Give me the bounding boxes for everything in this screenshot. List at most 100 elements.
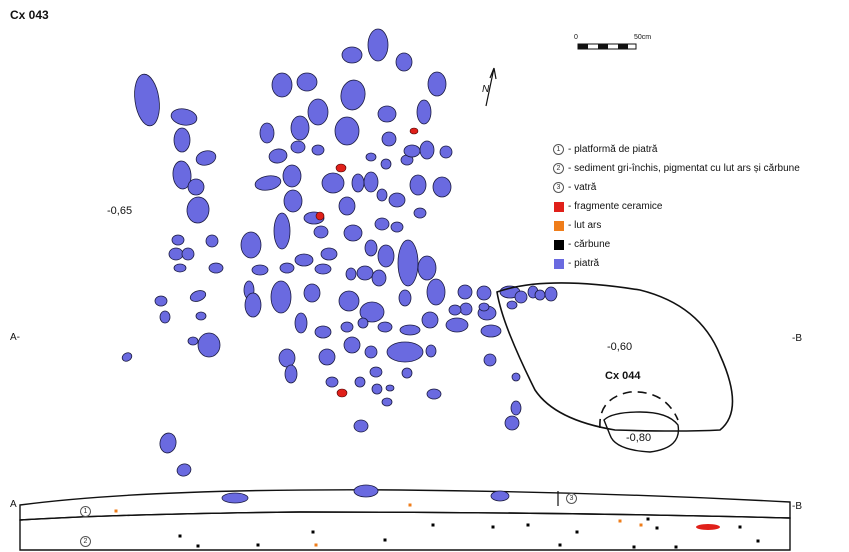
depth-feature: -0,60 (607, 341, 633, 353)
stone (290, 140, 306, 154)
stone (197, 332, 221, 358)
stone (476, 285, 492, 301)
stone (480, 324, 502, 338)
stone (290, 115, 310, 141)
charcoal-find (674, 545, 678, 549)
stone (187, 336, 199, 346)
stone (121, 352, 133, 362)
section-marker-b: -B (792, 333, 802, 344)
stone (351, 173, 365, 193)
section-marker-b2: -B (792, 501, 802, 512)
charcoal-find (178, 534, 182, 538)
stone (134, 73, 160, 127)
stone (273, 212, 291, 250)
stone (173, 263, 187, 273)
stone (340, 79, 366, 111)
stone (314, 263, 332, 275)
charcoal-find (632, 545, 636, 549)
stone (381, 131, 397, 147)
legend-swatch-stone (554, 258, 564, 269)
stone (403, 144, 421, 158)
stone (338, 196, 356, 216)
charcoal-find (311, 530, 315, 534)
north-arrow-icon (485, 67, 497, 107)
stone (478, 302, 490, 312)
legend-swatch-charcoal (554, 239, 564, 250)
stone (251, 264, 269, 276)
stone (311, 144, 325, 156)
stone (173, 127, 191, 153)
depth-pit: -0,80 (626, 432, 652, 444)
stone (377, 105, 397, 123)
stone (343, 336, 361, 354)
stone (270, 280, 292, 314)
stone (278, 348, 296, 368)
legend-item-burnt-clay: - lut ars (553, 216, 800, 235)
stone (359, 301, 385, 323)
stone (417, 255, 437, 281)
stone (367, 28, 389, 62)
stone-layer (121, 28, 558, 477)
stone (399, 324, 421, 336)
legend-swatch-ceramic (554, 201, 564, 212)
burnt-clay-find (639, 523, 643, 527)
charcoal-find (256, 543, 260, 547)
stone (325, 376, 339, 388)
stone (154, 295, 168, 307)
depth-main: -0,65 (107, 205, 133, 217)
stone (321, 172, 345, 194)
section-stone (221, 492, 249, 504)
ceramic-fragment (336, 388, 348, 398)
legend-item-ceramic: - fragmente ceramice (553, 197, 800, 216)
section-finds-layer (114, 484, 760, 549)
stone (395, 52, 413, 72)
stone (506, 300, 518, 310)
stone (419, 140, 435, 160)
stone (457, 284, 473, 300)
stone (390, 221, 404, 233)
legend-item-stone-platform: 1 - platformă de piatră (553, 140, 800, 159)
charcoal-find (738, 525, 742, 529)
stone (195, 311, 207, 321)
burnt-clay-find (314, 543, 318, 547)
stone (294, 253, 314, 267)
stone (353, 419, 369, 433)
section-layer3-marker: 3 (566, 493, 577, 504)
legend-text: - sediment gri-închis, pigmentat cu lut … (568, 163, 800, 174)
legend-text: - fragmente ceramice (568, 201, 663, 212)
stone (421, 311, 439, 329)
stone (208, 262, 224, 274)
stone (364, 345, 378, 359)
stone (397, 239, 419, 287)
stone (320, 247, 338, 261)
legend-item-charcoal: - cărbune (553, 235, 800, 254)
burnt-clay-find (408, 503, 412, 507)
charcoal-find (383, 538, 387, 542)
charcoal-find (646, 517, 650, 521)
stone (168, 247, 184, 261)
stone (314, 325, 332, 339)
stone (254, 175, 282, 191)
pit-dashed-outline (599, 391, 679, 429)
legend-text: - cărbune (568, 239, 611, 250)
charcoal-find (756, 539, 760, 543)
stone (282, 164, 302, 188)
stone (195, 150, 217, 166)
stone (510, 400, 522, 416)
stone (296, 72, 318, 92)
burnt-clay-find (114, 509, 118, 513)
stone (369, 366, 383, 378)
legend: 1 - platformă de piatră 2 - sediment gri… (553, 140, 800, 273)
section-ceramic (696, 524, 720, 530)
stone (514, 290, 528, 304)
stone (318, 348, 336, 366)
legend-marker: 2 (553, 163, 564, 174)
stone (340, 321, 354, 333)
stone (364, 239, 378, 257)
section-marker-a: A- (10, 332, 20, 343)
stone (171, 234, 185, 246)
stone (371, 383, 383, 395)
stone (159, 432, 177, 454)
stone (303, 283, 321, 303)
